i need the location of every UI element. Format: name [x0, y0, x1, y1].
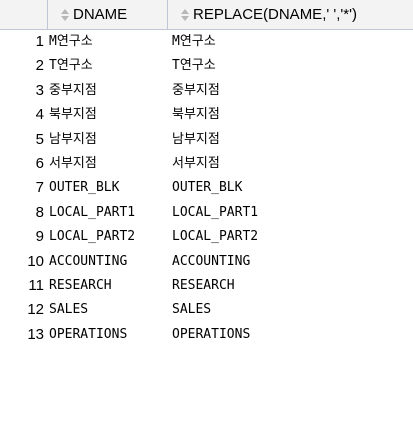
sort-icon[interactable]	[180, 8, 189, 22]
cell-dname[interactable]: OUTER_BLK	[49, 180, 120, 196]
table-row[interactable]: 10 ACCOUNTING ACCOUNTING	[0, 250, 413, 274]
table-row[interactable]: 1 M연구소 M연구소	[0, 30, 413, 54]
table-row[interactable]: 3 중부지점 중부지점	[0, 79, 413, 103]
row-number: 8	[35, 203, 44, 221]
column-header-dname[interactable]: DNAME	[48, 0, 168, 30]
table-row[interactable]: 11 RESEARCH RESEARCH	[0, 274, 413, 298]
table-row[interactable]: 2 T연구소 T연구소	[0, 54, 413, 78]
row-number: 2	[35, 57, 44, 75]
row-number-header[interactable]	[0, 0, 48, 30]
cell-dname[interactable]: 북부지점	[49, 107, 97, 123]
row-number: 11	[28, 276, 44, 294]
table-row[interactable]: 9 LOCAL_PART2 LOCAL_PART2	[0, 225, 413, 249]
cell-dname[interactable]: OPERATIONS	[49, 326, 128, 342]
cell-replace[interactable]: SALES	[172, 302, 212, 318]
table-row[interactable]: 6 서부지점 서부지점	[0, 152, 413, 176]
row-number: 6	[35, 154, 44, 172]
row-number: 9	[35, 228, 44, 246]
sort-icon[interactable]	[60, 8, 69, 22]
table-row[interactable]: 7 OUTER_BLK OUTER_BLK	[0, 176, 413, 200]
cell-replace[interactable]: LOCAL_PART2	[172, 229, 259, 245]
cell-dname[interactable]: RESEARCH	[49, 277, 112, 293]
cell-replace[interactable]: RESEARCH	[172, 277, 235, 293]
column-header-replace-label: REPLACE(DNAME,' ','*')	[193, 5, 357, 23]
cell-replace[interactable]: ACCOUNTING	[172, 253, 251, 269]
row-number: 3	[35, 81, 44, 99]
column-header-dname-label: DNAME	[73, 5, 128, 23]
row-number: 5	[35, 130, 44, 148]
row-number: 7	[35, 179, 44, 197]
cell-replace[interactable]: 남부지점	[172, 131, 220, 147]
cell-dname[interactable]: LOCAL_PART2	[49, 229, 136, 245]
cell-dname[interactable]: SALES	[49, 302, 89, 318]
cell-dname[interactable]: T연구소	[49, 58, 93, 74]
row-number: 4	[35, 106, 44, 124]
table-row[interactable]: 13 OPERATIONS OPERATIONS	[0, 323, 413, 347]
column-header-replace[interactable]: REPLACE(DNAME,' ','*')	[168, 0, 413, 30]
cell-replace[interactable]: OPERATIONS	[172, 326, 251, 342]
cell-dname[interactable]: ACCOUNTING	[49, 253, 128, 269]
table-row[interactable]: 8 LOCAL_PART1 LOCAL_PART1	[0, 201, 413, 225]
cell-dname[interactable]: 서부지점	[49, 155, 97, 171]
cell-replace[interactable]: 중부지점	[172, 82, 220, 98]
row-number: 13	[27, 325, 44, 343]
grid-header: DNAME REPLACE(DNAME,' ','*')	[0, 0, 413, 30]
cell-dname[interactable]: M연구소	[49, 34, 93, 49]
table-row[interactable]: 5 남부지점 남부지점	[0, 128, 413, 152]
cell-replace[interactable]: T연구소	[172, 58, 216, 74]
grid-body: 1 M연구소 M연구소 2 T연구소 T연구소 3 중부지점 중부지점 4 북부지점 북부지점 5 남부지…	[0, 30, 413, 347]
cell-dname[interactable]: 남부지점	[49, 131, 97, 147]
table-row[interactable]: 12 SALES SALES	[0, 298, 413, 322]
cell-replace[interactable]: 서부지점	[172, 155, 220, 171]
row-number: 10	[27, 252, 44, 270]
cell-replace[interactable]: M연구소	[172, 34, 216, 49]
cell-replace[interactable]: 북부지점	[172, 107, 220, 123]
table-row[interactable]: 4 북부지점 북부지점	[0, 103, 413, 127]
cell-dname[interactable]: LOCAL_PART1	[49, 204, 136, 220]
cell-dname[interactable]: 중부지점	[49, 82, 97, 98]
cell-replace[interactable]: LOCAL_PART1	[172, 204, 259, 220]
cell-replace[interactable]: OUTER_BLK	[172, 180, 243, 196]
row-number: 1	[35, 33, 44, 50]
row-number: 12	[27, 301, 44, 319]
